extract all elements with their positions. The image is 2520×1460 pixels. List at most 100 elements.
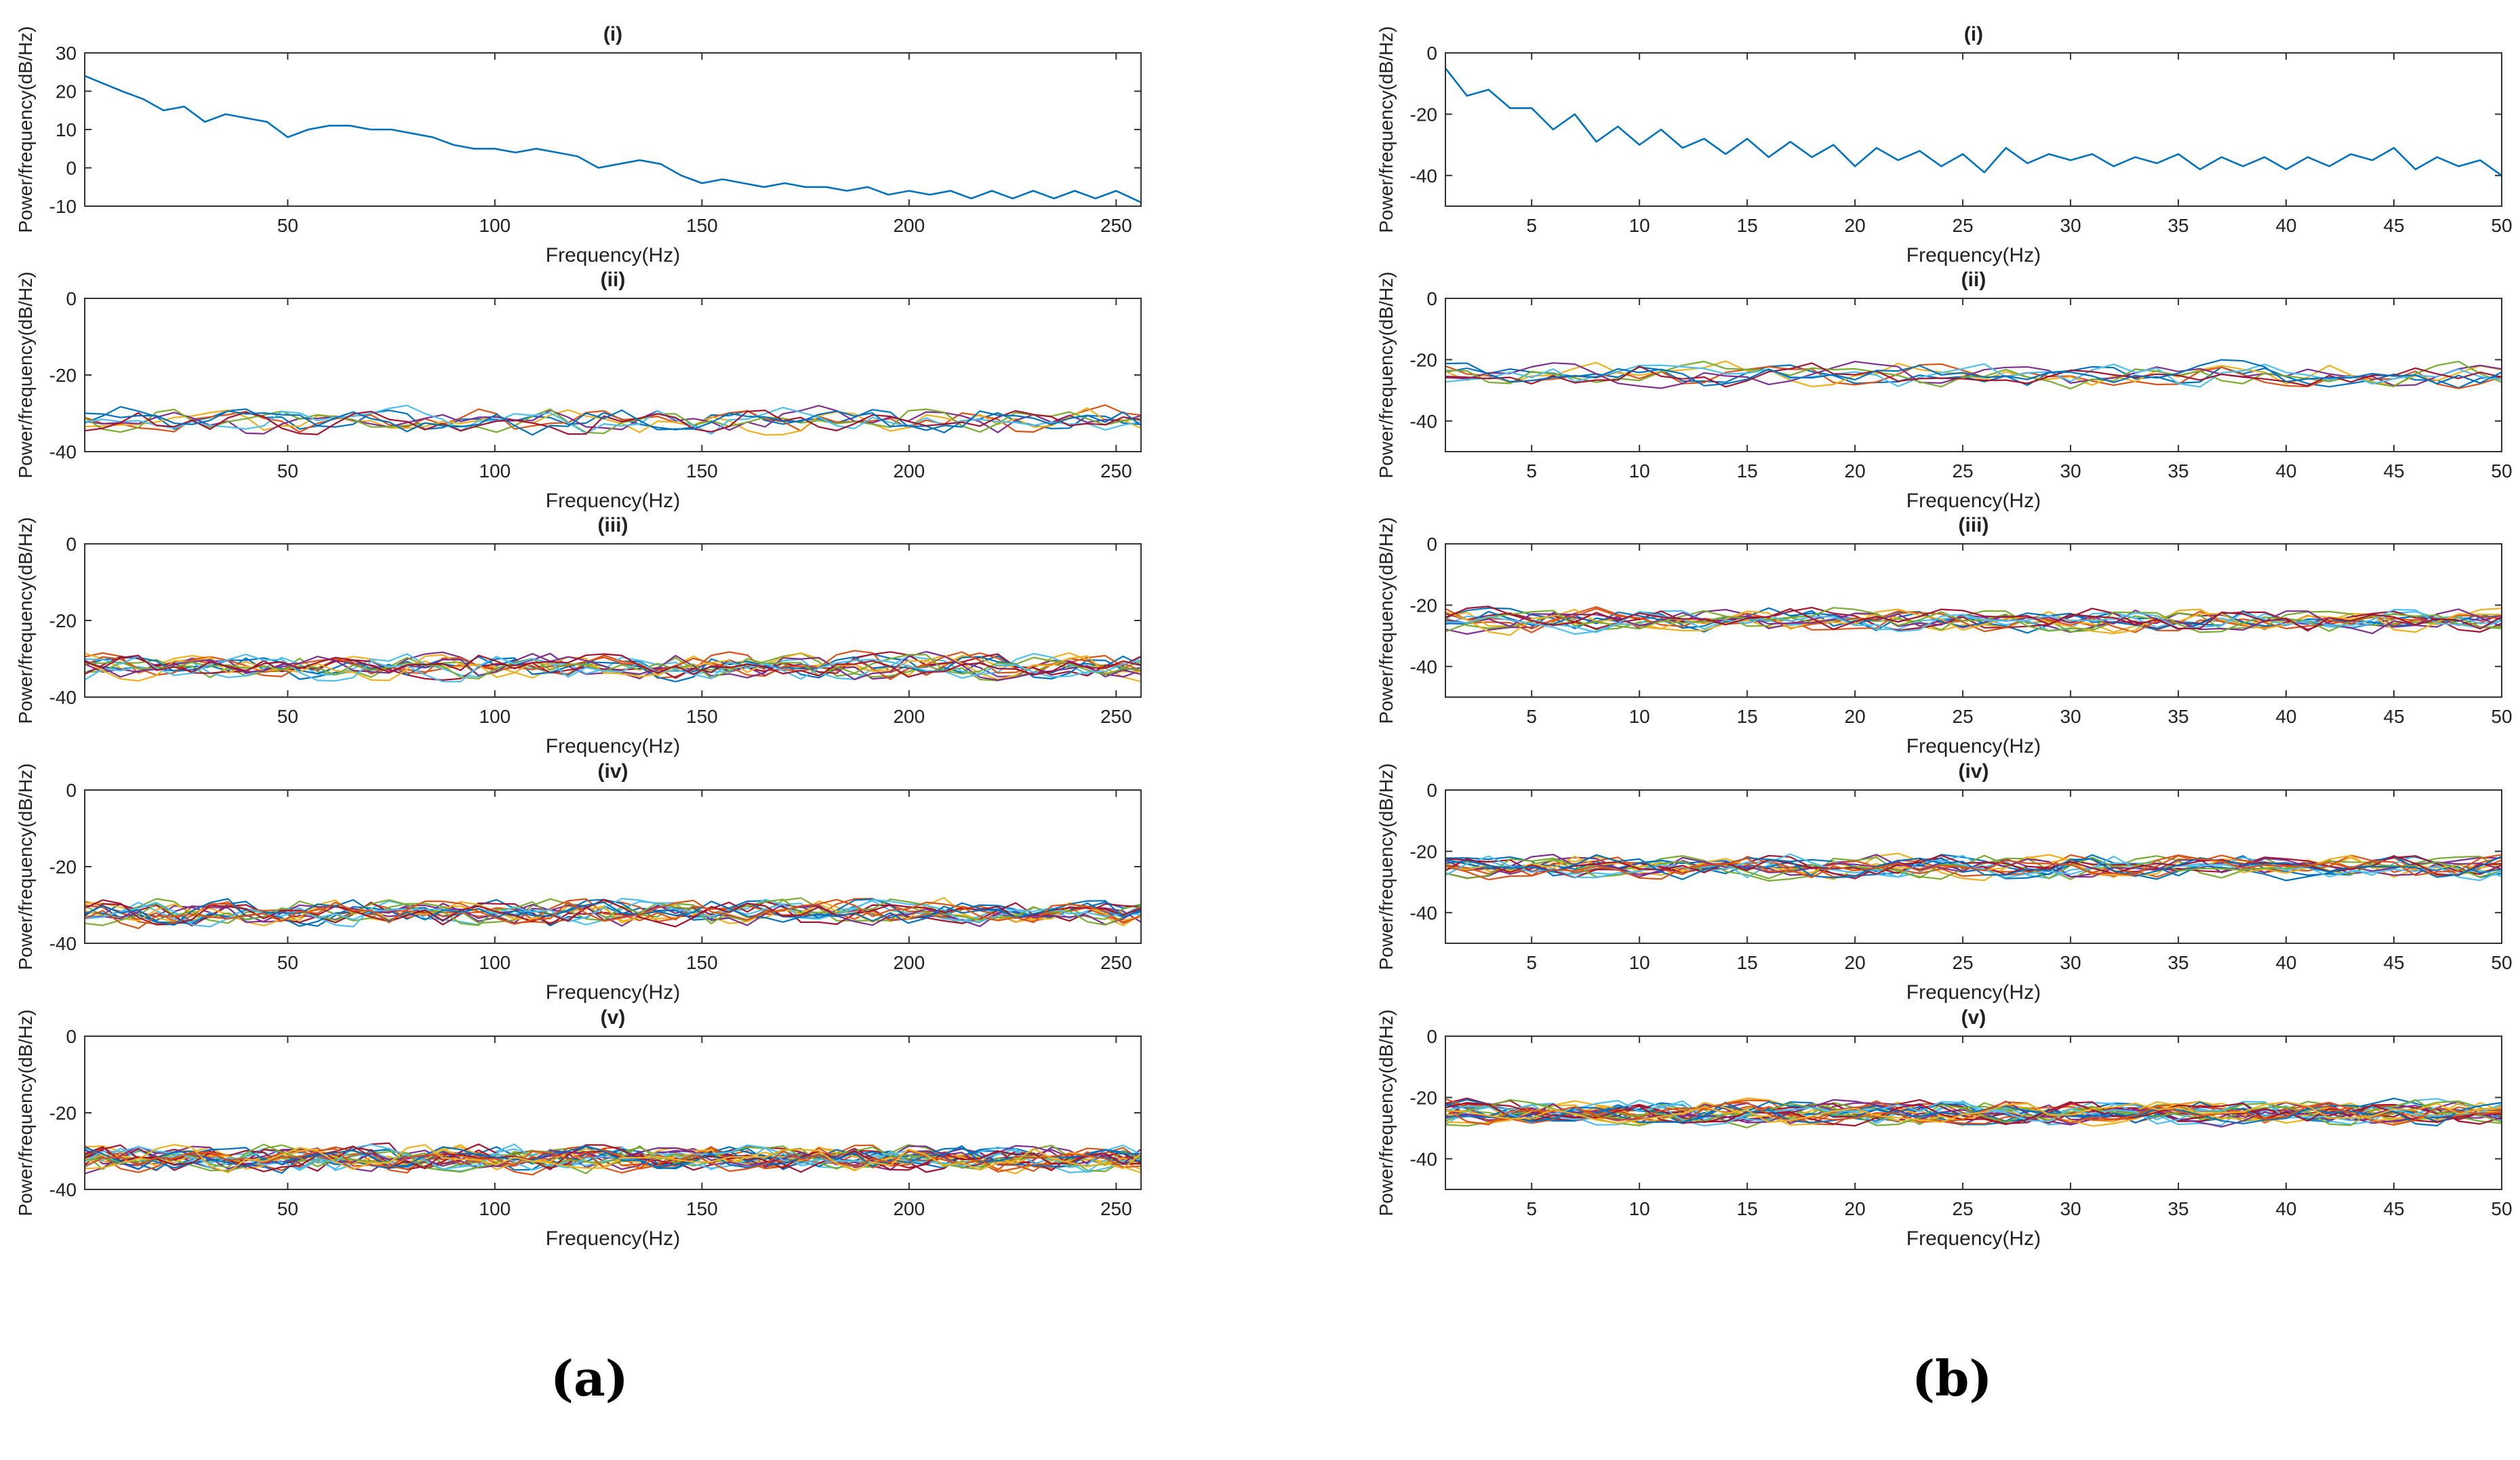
x-tick-label: 10 — [1629, 952, 1650, 973]
y-tick-label: 0 — [1426, 43, 1437, 64]
y-tick-label: -20 — [1410, 349, 1437, 370]
x-tick-label: 5 — [1526, 952, 1537, 973]
series-line-13 — [1445, 608, 2502, 635]
series-group — [1445, 852, 2502, 882]
chart-a-5: (v) Frequency(Hz) Power/frequency(dB/Hz) 50… — [15, 1006, 1142, 1250]
series-line-ch1 — [85, 75, 1141, 203]
y-tick-label: 0 — [66, 1026, 77, 1047]
chart-b-4: (iv) Frequency(Hz) Power/frequency(dB/Hz) 5… — [1376, 760, 2513, 1004]
series-line-2 — [85, 404, 1141, 433]
x-tick-label: 35 — [2167, 952, 2188, 973]
chart-title: (i) — [603, 23, 622, 45]
y-tick-label: -40 — [49, 933, 77, 954]
x-tick-label: 100 — [479, 215, 511, 236]
x-tick-label: 40 — [2275, 706, 2296, 727]
x-tick-label: 5 — [1526, 1198, 1537, 1219]
y-tick-label: 0 — [1426, 780, 1437, 801]
chart-title: (iii) — [598, 514, 628, 536]
x-axis-label: Frequency(Hz) — [546, 244, 680, 267]
y-tick-label: 0 — [66, 158, 77, 179]
x-tick-label: 15 — [1737, 706, 1758, 727]
x-tick-label: 200 — [893, 952, 925, 973]
series-line-14 — [85, 653, 1141, 678]
x-tick-label: 200 — [893, 460, 925, 481]
x-tick-label: 50 — [2491, 460, 2512, 481]
series-line-8 — [1445, 359, 2502, 387]
series-line-5 — [1445, 360, 2502, 390]
plot-frame — [84, 52, 1142, 207]
series-line-21 — [85, 1144, 1141, 1172]
series-group — [85, 650, 1141, 683]
series-line-12 — [1445, 1100, 2502, 1129]
x-tick-label: 40 — [2275, 1198, 2296, 1219]
y-tick-label: 0 — [66, 780, 77, 801]
x-tick-label: 50 — [2491, 952, 2512, 973]
x-tick-label: 50 — [277, 706, 298, 727]
x-tick-label: 200 — [893, 1198, 925, 1219]
chart-a-1: (i) Frequency(Hz) Power/frequency(dB/Hz) 50… — [15, 23, 1142, 267]
series-line-3 — [85, 407, 1141, 436]
x-tick-label: 25 — [1953, 215, 1974, 236]
x-tick-label: 35 — [2167, 215, 2188, 236]
y-tick-label: -10 — [49, 196, 77, 217]
x-tick-label: 20 — [1845, 706, 1866, 727]
series-line-ch1 — [1445, 67, 2502, 176]
series-line-12 — [1445, 854, 2502, 880]
chart-title: (iii) — [1959, 514, 1989, 536]
series-group — [85, 75, 1141, 203]
x-tick-label: 150 — [686, 460, 718, 481]
x-tick-label: 5 — [1526, 706, 1537, 727]
y-tick-label: 0 — [1426, 534, 1437, 555]
y-tick-label: -20 — [49, 856, 77, 877]
plot-frame — [1445, 298, 2502, 452]
x-tick-label: 50 — [277, 215, 298, 236]
chart-title: (ii) — [1961, 269, 1986, 291]
y-tick-label: -20 — [1410, 104, 1437, 125]
x-tick-label: 150 — [686, 706, 718, 727]
x-axis-label: Frequency(Hz) — [546, 981, 680, 1004]
x-tick-label: 45 — [2383, 460, 2404, 481]
caption-b: (b) — [1912, 1349, 1993, 1407]
y-axis-label: Power/frequency(dB/Hz) — [1376, 26, 1397, 233]
x-tick-label: 50 — [277, 952, 298, 973]
x-tick-label: 20 — [1845, 952, 1866, 973]
series-line-24 — [85, 1143, 1141, 1174]
chart-b-1: (i) Frequency(Hz) Power/frequency(dB/Hz) 5 1… — [1376, 23, 2513, 267]
x-tick-label: 50 — [2491, 1198, 2512, 1219]
x-tick-label: 250 — [1100, 215, 1132, 236]
x-tick-label: 10 — [1629, 215, 1650, 236]
x-tick-label: 250 — [1100, 706, 1132, 727]
x-tick-label: 30 — [2060, 460, 2081, 481]
y-tick-label: -40 — [1410, 1149, 1437, 1170]
series-line-6 — [1445, 610, 2502, 633]
x-tick-label: 250 — [1100, 952, 1132, 973]
y-tick-label: -20 — [1410, 595, 1437, 616]
x-tick-label: 5 — [1526, 215, 1537, 236]
series-line-10 — [85, 896, 1141, 927]
series-group — [85, 1142, 1141, 1176]
series-line-4 — [1445, 361, 2502, 389]
x-axis-label: Frequency(Hz) — [1906, 735, 2041, 757]
x-tick-label: 25 — [1953, 706, 1974, 727]
chart-a-3: (iii) Frequency(Hz) Power/frequency(dB/Hz)… — [15, 514, 1142, 757]
y-axis-label: Power/frequency(dB/Hz) — [15, 271, 36, 478]
y-axis-label: Power/frequency(dB/Hz) — [15, 1009, 36, 1216]
series-line-11 — [85, 650, 1141, 682]
series-group — [1445, 606, 2502, 636]
x-tick-label: 15 — [1737, 460, 1758, 481]
x-tick-label: 40 — [2275, 460, 2296, 481]
y-tick-label: -40 — [1410, 656, 1437, 677]
y-tick-label: 0 — [66, 534, 77, 555]
x-tick-label: 5 — [1526, 460, 1537, 481]
y-tick-label: 0 — [1426, 1026, 1437, 1047]
series-group — [1445, 359, 2502, 390]
y-axis-label: Power/frequency(dB/Hz) — [1376, 1009, 1397, 1216]
x-tick-label: 45 — [2383, 706, 2404, 727]
x-axis-label: Frequency(Hz) — [546, 1227, 680, 1250]
y-tick-label: 20 — [56, 81, 77, 102]
plot-frame — [84, 298, 1142, 452]
y-tick-label: -20 — [1410, 1087, 1437, 1108]
series-line-22 — [85, 1145, 1141, 1170]
plot-frame — [84, 1035, 1142, 1190]
plot-frame — [1445, 1035, 2502, 1190]
